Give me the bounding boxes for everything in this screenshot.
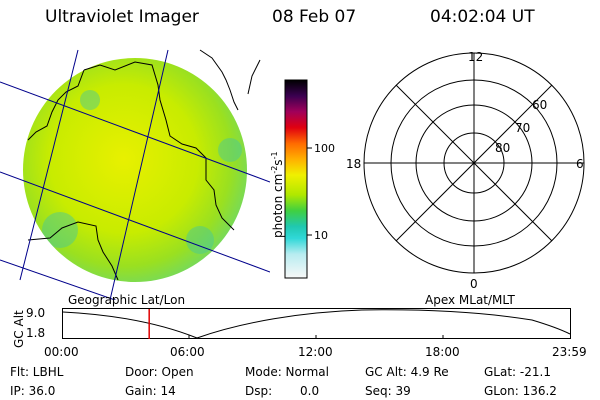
glat-info: GLat: -21.1: [484, 365, 551, 379]
earth-disk: [23, 58, 247, 282]
lat-lon-grid: [0, 49, 270, 300]
seq-info: Seq: 39: [365, 384, 411, 398]
x-tick-0000: 00:00: [44, 345, 79, 359]
mlt-label-0: 0: [470, 277, 478, 291]
mode-info: Mode: Normal: [245, 365, 329, 379]
colorbar-tick-10: 10: [314, 229, 328, 242]
mlt-label-6: 6: [576, 157, 584, 171]
flt-info: Flt: LBHL: [10, 365, 64, 379]
date-label: 08 Feb 07: [272, 7, 357, 27]
uv-earth-image: [0, 49, 270, 300]
x-tick-1800: 18:00: [425, 345, 460, 359]
glon-info: GLon: 136.2: [484, 384, 557, 398]
dsp-label: Dsp:: [245, 384, 273, 398]
mlat-label-70: 70: [515, 121, 530, 135]
x-tick-2359: 23:59: [552, 345, 587, 359]
mlat-label-80: 80: [495, 141, 510, 155]
mlt-label-18: 18: [346, 157, 361, 171]
gc-alt-axis-title: GC Alt: [12, 310, 26, 348]
altitude-plot: [62, 308, 571, 339]
gc-alt-info: GC Alt: 4.9 Re: [365, 365, 449, 379]
coastline: [27, 49, 261, 281]
y-tick-1-8: 1.8: [26, 326, 46, 340]
dsp-value: 0.0: [300, 384, 320, 398]
app-title: Ultraviolet Imager: [45, 7, 199, 27]
mlt-label-12: 12: [468, 50, 483, 64]
time-label: 04:02:04 UT: [430, 7, 535, 27]
map-projection-label: Geographic Lat/Lon: [68, 293, 186, 307]
y-tick-9: 9.0: [26, 306, 46, 320]
gain-info: Gain: 14: [125, 384, 176, 398]
altitude-curve: [62, 309, 571, 339]
mlat-label-60: 60: [532, 98, 547, 112]
colorbar: 100 10: [284, 79, 335, 279]
door-info: Door: Open: [125, 365, 194, 379]
x-tick-0600: 06:00: [170, 345, 205, 359]
apex-projection-label: Apex MLat/MLT: [425, 293, 515, 307]
colorbar-tick-100: 100: [314, 142, 335, 155]
colorbar-unit-label: photon cm-2s-1: [270, 151, 285, 238]
ip-info: IP: 36.0: [10, 384, 56, 398]
polar-grid: 12 18 6 0 60 70 80: [346, 50, 585, 291]
x-tick-1200: 12:00: [298, 345, 333, 359]
